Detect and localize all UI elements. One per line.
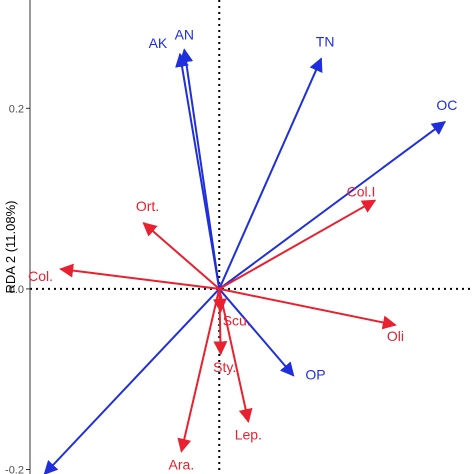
col-label: Col. bbox=[28, 268, 53, 284]
tn-label: TN bbox=[316, 34, 335, 50]
oc-vector bbox=[218, 121, 447, 290]
scu-label: Scu. bbox=[223, 312, 251, 328]
lep-vector bbox=[218, 288, 253, 424]
sty-vector bbox=[213, 288, 228, 356]
y-axis: 0.2 0.0 -0.2 bbox=[5, 0, 31, 474]
y-axis-title: RDA 2 (11.08%) bbox=[3, 201, 18, 294]
sty-label: Sty. bbox=[213, 359, 236, 375]
col-vector bbox=[59, 263, 220, 290]
ara-label: Ara. bbox=[169, 456, 195, 472]
labels-layer: AN AK TN OC OP Col.I Ort. Col. Oli Scu. Sty. Lep. Ar… bbox=[28, 27, 457, 473]
col-i-vector bbox=[218, 199, 377, 290]
y-tick-label: -0.2 bbox=[5, 464, 24, 474]
y-tick-label: 0.0 bbox=[9, 284, 24, 296]
oc-label: OC bbox=[436, 97, 457, 113]
vectors-layer bbox=[43, 48, 447, 474]
lep-label: Lep. bbox=[235, 427, 262, 443]
oli-vector bbox=[219, 287, 397, 330]
y-tick-label: 0.2 bbox=[9, 103, 24, 115]
col-i-label: Col.I bbox=[347, 183, 376, 199]
ak-label: AK bbox=[149, 35, 168, 51]
ort-label: Ort. bbox=[136, 198, 159, 214]
unlabeled-vector bbox=[43, 288, 220, 474]
oli-label: Oli bbox=[387, 328, 404, 344]
op-label: OP bbox=[305, 367, 325, 383]
op-vector bbox=[218, 288, 295, 377]
plot-panel bbox=[30, 0, 474, 474]
ak-vector bbox=[175, 52, 221, 290]
ort-vector bbox=[142, 222, 220, 290]
an-label: AN bbox=[175, 27, 194, 43]
tn-vector bbox=[218, 57, 323, 290]
ara-vector bbox=[177, 288, 221, 453]
